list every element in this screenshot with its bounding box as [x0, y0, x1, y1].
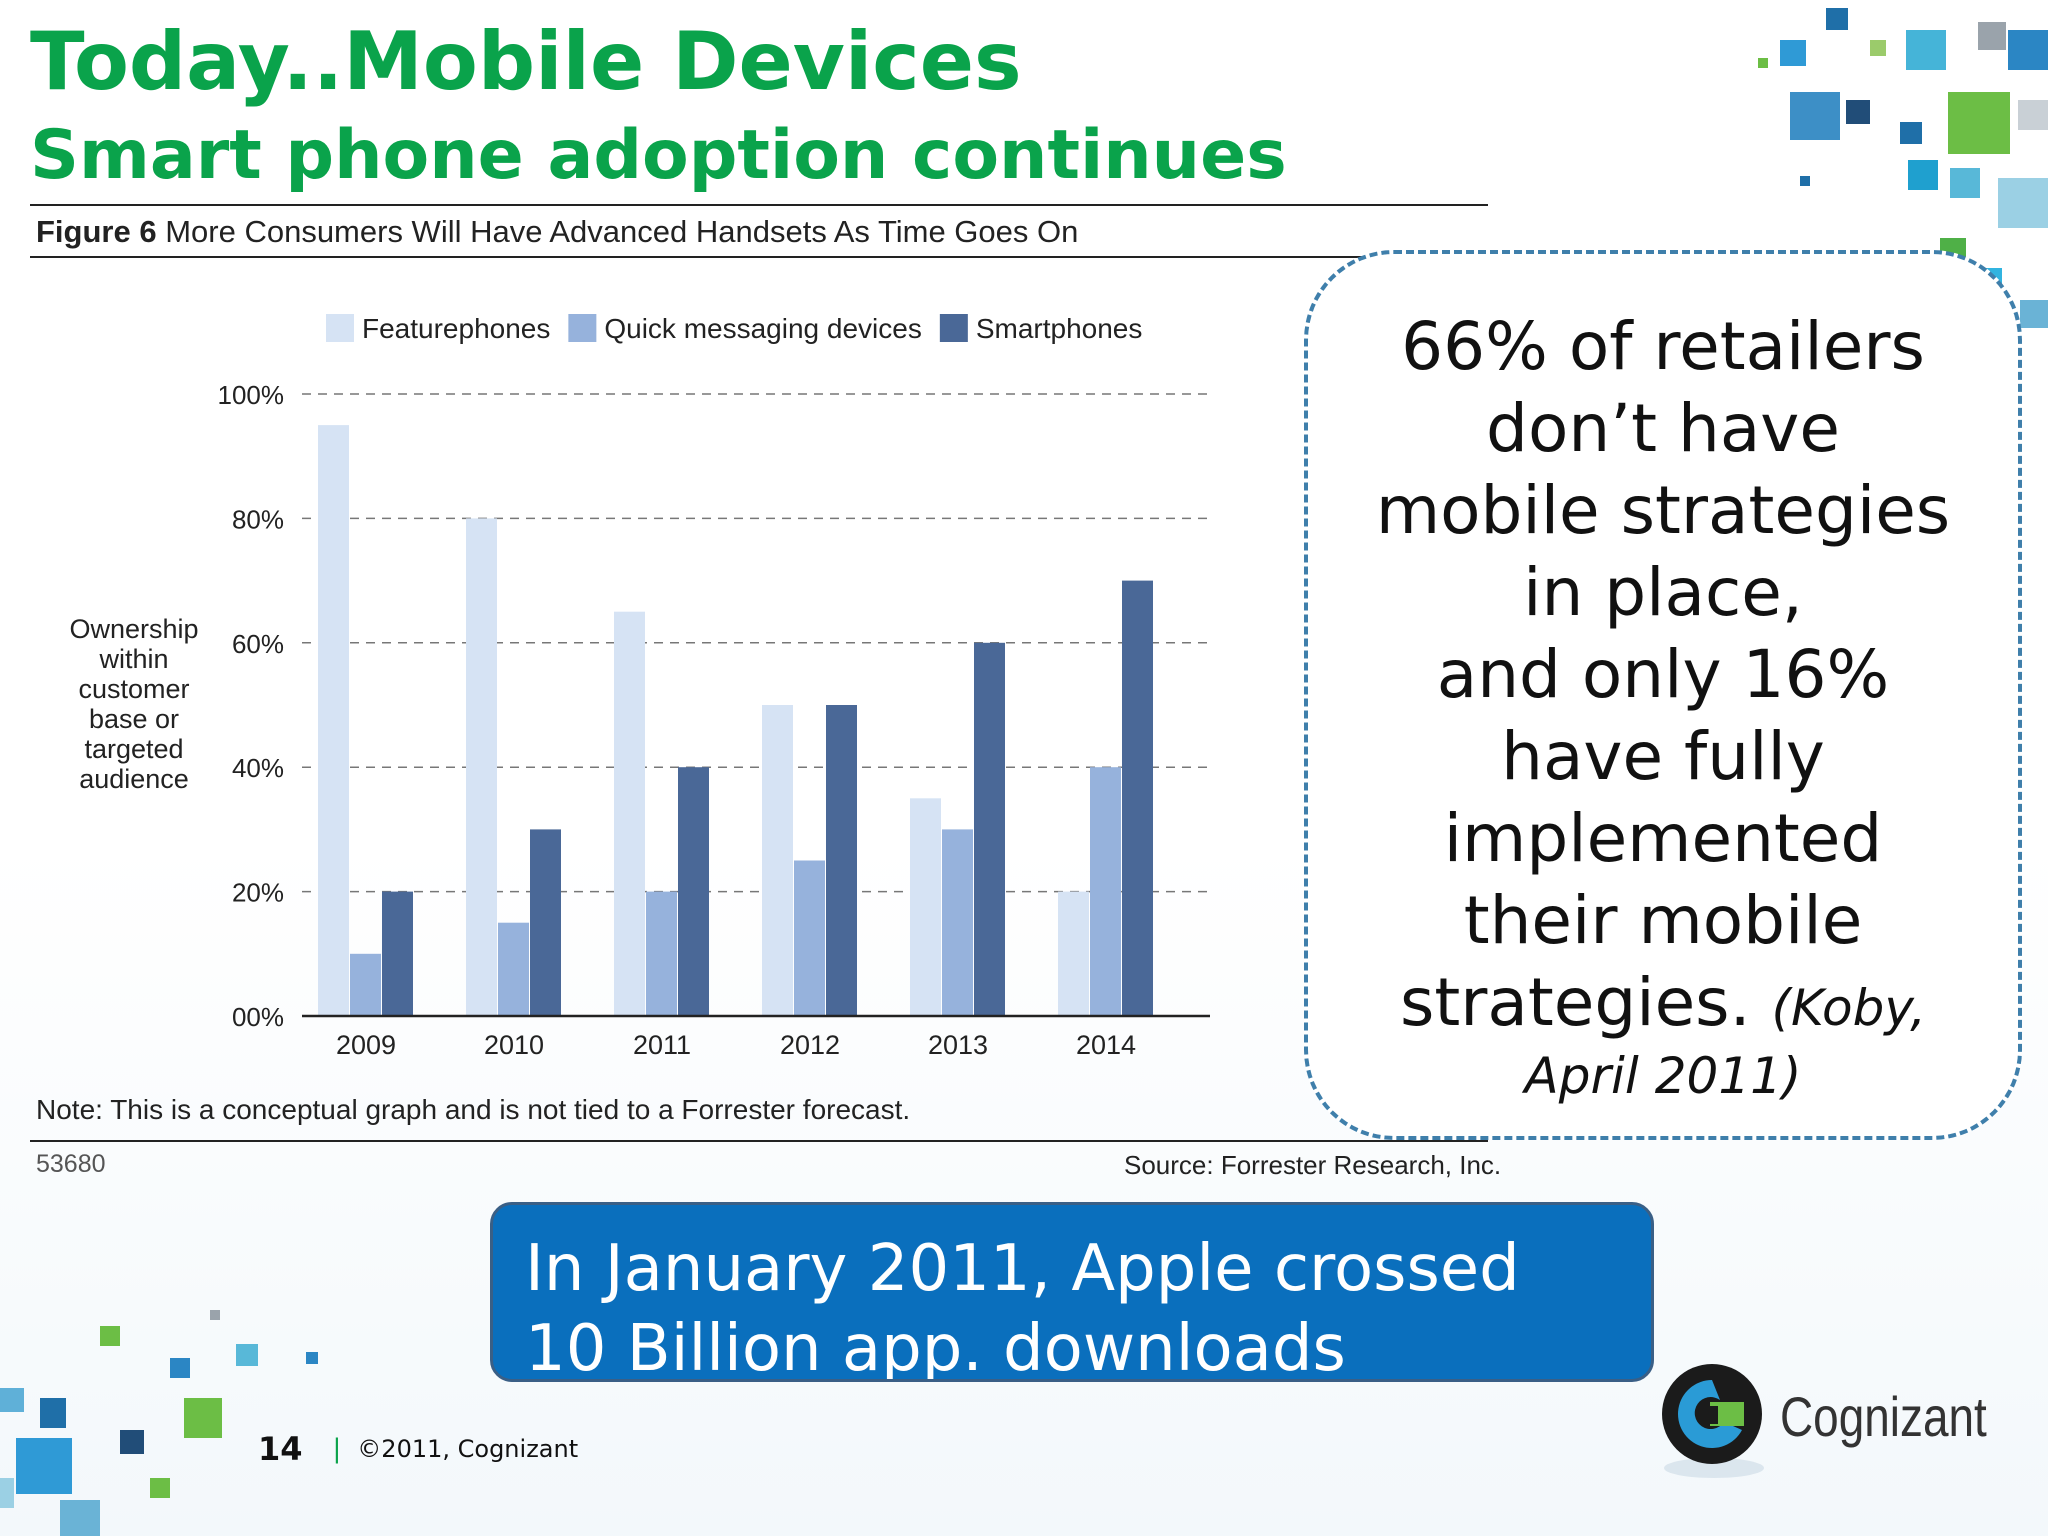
y-tick-label: 40% [232, 753, 284, 783]
bar-quick-messaging-devices-2012 [794, 860, 825, 1016]
y-axis-label-line: base or [89, 704, 179, 734]
cognizant-logo: Cognizant [1654, 1356, 2034, 1486]
footer-separator: | [332, 1434, 342, 1464]
cognizant-logo-icon [1662, 1364, 1764, 1478]
figure-label: Figure 6 [36, 214, 157, 249]
callout-line: and only 16% [1436, 636, 1890, 713]
slide-footer: 14 | ©2011, Cognizant [258, 1430, 578, 1468]
callout-line: mobile strategies [1375, 472, 1951, 549]
slide-subtitle: Smart phone adoption continues [30, 116, 1287, 195]
callout-citation-start: (Koby, [1771, 979, 1926, 1037]
banner-line-1: In January 2011, Apple crossed [525, 1232, 1520, 1306]
bar-featurephones-2011 [614, 611, 645, 1016]
bar-featurephones-2010 [466, 518, 497, 1016]
figure-caption: Figure 6 More Consumers Will Have Advanc… [36, 214, 1078, 250]
bar-quick-messaging-devices-2013 [942, 829, 973, 1016]
bar-smartphones-2011 [678, 767, 709, 1016]
bar-quick-messaging-devices-2014 [1090, 767, 1121, 1016]
legend-label: Quick messaging devices [604, 313, 921, 344]
bar-quick-messaging-devices-2011 [646, 891, 677, 1016]
callout-line: 66% of retailers [1401, 308, 1925, 385]
chart-gridlines [302, 393, 1210, 893]
callout-citation-end: April 2011) [1524, 1047, 1802, 1105]
callout-line: in place, [1523, 554, 1803, 631]
figure-note: Note: This is a conceptual graph and is … [36, 1094, 911, 1125]
bar-quick-messaging-devices-2009 [350, 953, 381, 1016]
page-number: 14 [258, 1430, 303, 1468]
apple-downloads-banner: In January 2011, Apple crossed 10 Billio… [490, 1202, 1654, 1382]
bar-chart: Featurephones Quick messaging devices Smar… [69, 313, 1210, 1060]
top-rule [30, 204, 1488, 206]
x-tick-label: 2014 [1076, 1030, 1136, 1060]
callout-line: have fully [1501, 718, 1825, 795]
caption-rule [30, 256, 1488, 258]
legend-swatch [939, 314, 968, 342]
y-axis-label-line: audience [79, 764, 189, 794]
x-tick-label: 2010 [484, 1030, 544, 1060]
callout-line-last: strategies. (Koby, [1308, 962, 2018, 1044]
cognizant-logo-text: Cognizant [1780, 1385, 1987, 1448]
y-tick-label: 60% [232, 629, 284, 659]
bar-featurephones-2013 [910, 798, 941, 1016]
banner-line-2: 10 Billion app. downloads [525, 1312, 1346, 1382]
bar-smartphones-2014 [1122, 580, 1153, 1016]
figure-caption-text: More Consumers Will Have Advanced Handse… [156, 214, 1079, 249]
x-tick-label: 2011 [633, 1030, 691, 1060]
note-rule [30, 1140, 1488, 1142]
callout-line: their mobile [1463, 882, 1863, 959]
chart-bars [318, 425, 1153, 1017]
bar-quick-messaging-devices-2010 [498, 922, 529, 1016]
bar-smartphones-2010 [530, 829, 561, 1016]
slide-title: Today..Mobile Devices [30, 15, 1022, 108]
bar-smartphones-2013 [974, 642, 1005, 1016]
y-tick-label: 20% [232, 878, 284, 908]
y-axis-label-line: customer [78, 674, 189, 704]
bar-featurephones-2012 [762, 705, 793, 1016]
callout-line: don’t have [1486, 390, 1840, 467]
y-axis-label-line: within [98, 644, 168, 674]
statistic-callout: 66% of retailers don’t have mobile strat… [1304, 250, 2022, 1140]
chart-x-tick-labels: 2009 2010 2011 2012 2013 2014 [336, 1030, 1136, 1060]
legend-label: Featurephones [362, 313, 550, 344]
y-tick-label: 00% [232, 1002, 284, 1032]
bar-featurephones-2009 [318, 425, 349, 1017]
legend-label: Smartphones [976, 313, 1143, 344]
y-tick-label: 100% [218, 380, 285, 410]
figure-source: Source: Forrester Research, Inc. [1124, 1150, 1502, 1180]
bar-featurephones-2014 [1058, 891, 1089, 1016]
y-axis-label-line: targeted [84, 734, 183, 764]
y-axis-label-line: Ownership [69, 614, 198, 644]
x-tick-label: 2013 [928, 1030, 988, 1060]
bar-smartphones-2012 [826, 705, 857, 1016]
copyright-text: ©2011, Cognizant [357, 1435, 579, 1463]
chart-legend: Featurephones Quick messaging devices Smar… [326, 313, 1142, 344]
callout-line: implemented [1443, 800, 1883, 877]
chart-y-tick-labels: 00% 20% 40% 60% 80% 100% [218, 380, 285, 1032]
x-tick-label: 2012 [780, 1030, 840, 1060]
legend-swatch [326, 314, 354, 342]
figure-id: 53680 [36, 1150, 106, 1178]
callout-last-word: strategies. [1400, 964, 1751, 1041]
callout-text: 66% of retailers don’t have mobile strat… [1308, 306, 2018, 1108]
x-tick-label: 2009 [336, 1030, 396, 1060]
legend-swatch [568, 314, 597, 342]
bar-smartphones-2009 [382, 891, 413, 1016]
y-tick-label: 80% [232, 504, 284, 534]
